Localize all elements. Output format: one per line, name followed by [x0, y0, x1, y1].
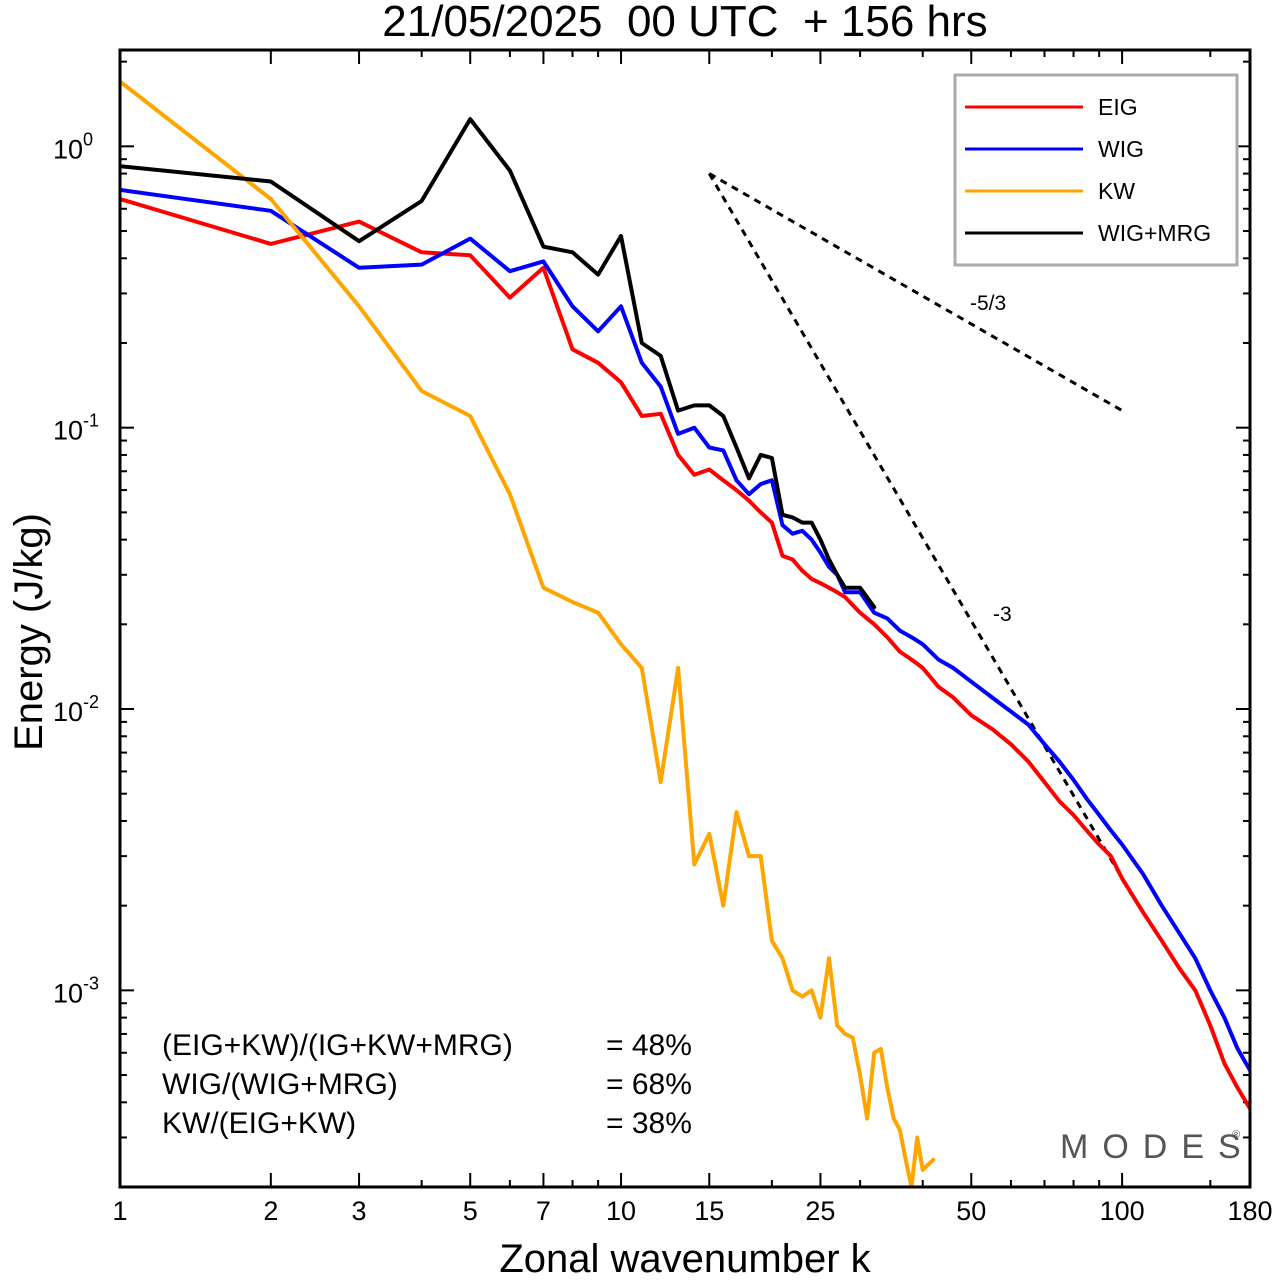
- ratio-annotations: (EIG+KW)/(IG+KW+MRG) = 48% WIG/(WIG+MRG)…: [162, 1029, 692, 1140]
- slope-label-three: -3: [993, 603, 1012, 626]
- y-tick-label: 10-1: [53, 411, 99, 446]
- ratio-value: = 48%: [606, 1029, 692, 1062]
- registered-mark: ®: [1232, 1129, 1240, 1141]
- kw-line: [120, 79, 936, 1187]
- legend-label-eig: EIG: [1098, 94, 1138, 120]
- x-tick-label: 100: [1100, 1196, 1145, 1226]
- y-tick-label: 10-2: [53, 692, 99, 727]
- ratio-value: = 68%: [606, 1068, 692, 1101]
- chart-title: 21/05/2025 00 UTC + 156 hrs: [382, 0, 987, 46]
- x-tick-label: 180: [1227, 1196, 1272, 1226]
- y-tick-labels: 100 10-1 10-2 10-3: [53, 129, 99, 1008]
- ratio-label: KW/(EIG+KW): [162, 1107, 356, 1140]
- ratio-value: = 38%: [606, 1107, 692, 1140]
- x-tick-label: 2: [263, 1196, 278, 1226]
- slope-line-three: [707, 172, 1124, 880]
- reference-slopes: [707, 172, 1124, 880]
- x-axis-label: Zonal wavenumber k: [499, 1237, 871, 1281]
- legend: EIG WIG KW WIG+MRG: [953, 73, 1239, 267]
- x-tick-label: 1: [112, 1196, 127, 1226]
- x-tick-label: 10: [606, 1196, 636, 1226]
- x-tick-label: 25: [805, 1196, 835, 1226]
- slope-label-five-thirds: -5/3: [970, 292, 1006, 315]
- x-tick-label: 3: [352, 1196, 367, 1226]
- legend-label-kw: KW: [1098, 178, 1135, 204]
- ratio-label: (EIG+KW)/(IG+KW+MRG): [162, 1029, 513, 1062]
- wig-line: [120, 187, 1250, 1073]
- wig-mrg-line: [120, 117, 877, 610]
- plot-frame: [118, 48, 1252, 1189]
- y-tick-label: 100: [53, 129, 93, 164]
- y-tick-label: 10-3: [53, 973, 99, 1008]
- x-tick-label: 5: [463, 1196, 478, 1226]
- x-tick-label: 7: [536, 1196, 551, 1226]
- ratio-label: WIG/(WIG+MRG): [162, 1068, 398, 1101]
- x-tick-label: 15: [694, 1196, 724, 1226]
- series-lines: [120, 79, 1250, 1187]
- x-tick-label: 50: [956, 1196, 986, 1226]
- x-tick-labels: 1 2 3 5 7 10 15 25 50 100 180: [112, 1196, 1272, 1226]
- eig-line: [120, 197, 1250, 1111]
- legend-label-wig-mrg: WIG+MRG: [1098, 220, 1211, 246]
- modes-watermark: MODES: [1060, 1128, 1255, 1166]
- y-axis-label: Energy (J/kg): [7, 513, 51, 751]
- slope-line-five-thirds: [708, 172, 1123, 412]
- legend-label-wig: WIG: [1098, 136, 1144, 162]
